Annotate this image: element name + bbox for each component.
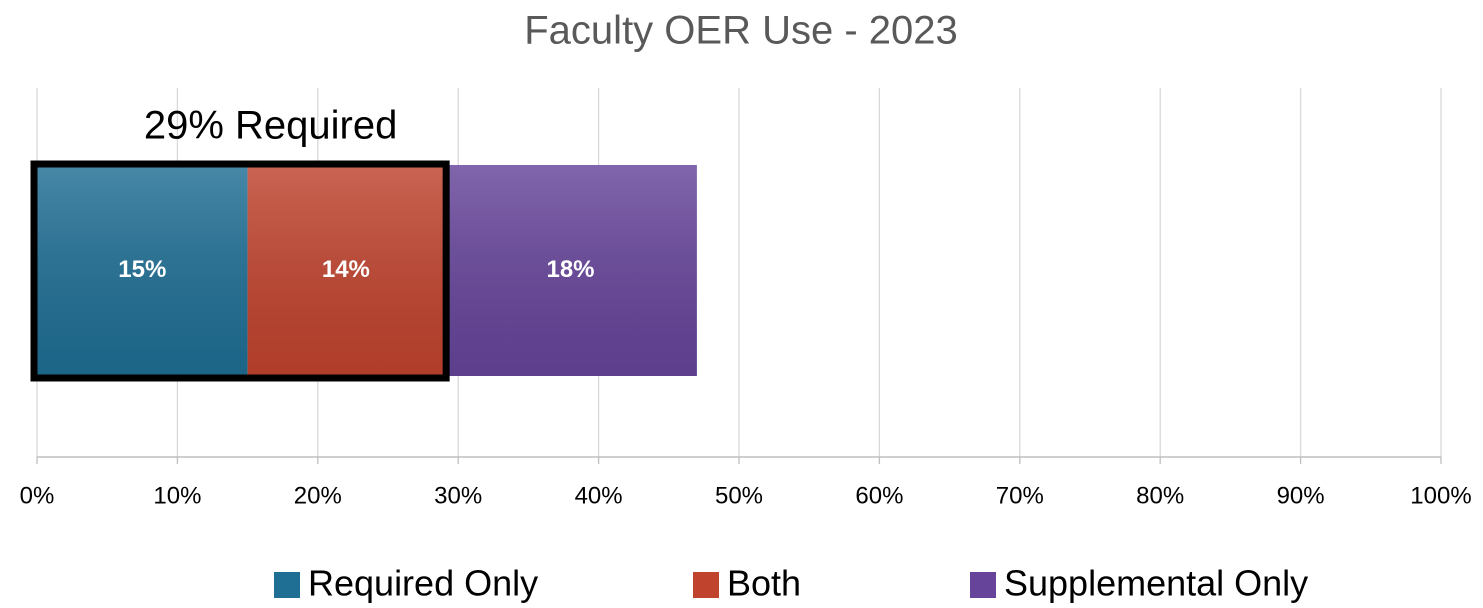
bar-shade [444,165,697,376]
legend-label: Required Only [308,563,538,604]
x-tick-label: 30% [434,482,482,509]
x-tick-label: 100% [1410,482,1471,509]
legend-label: Supplemental Only [1004,563,1308,604]
data-label: 18% [546,256,594,283]
x-tick-label: 20% [294,482,342,509]
bar-shade [247,165,445,376]
x-tick-label: 70% [996,482,1044,509]
x-tick-label: 50% [715,482,763,509]
bar-shade [37,165,248,376]
legend-swatch [274,572,300,598]
data-label: 14% [322,256,370,283]
x-tick-label: 80% [1136,482,1184,509]
data-label: 15% [118,256,166,283]
chart-title: Faculty OER Use - 2023 [524,9,958,53]
x-tick-label: 60% [855,482,903,509]
annotation-text: 29% Required [144,104,398,148]
legend-swatch [693,572,719,598]
x-tick-label: 10% [153,482,201,509]
legend-label: Both [727,563,801,604]
x-tick-label: 0% [20,482,55,509]
x-tick-label: 90% [1277,482,1325,509]
annotation-box [30,160,450,382]
x-tick-label: 40% [575,482,623,509]
legend-swatch [970,572,996,598]
